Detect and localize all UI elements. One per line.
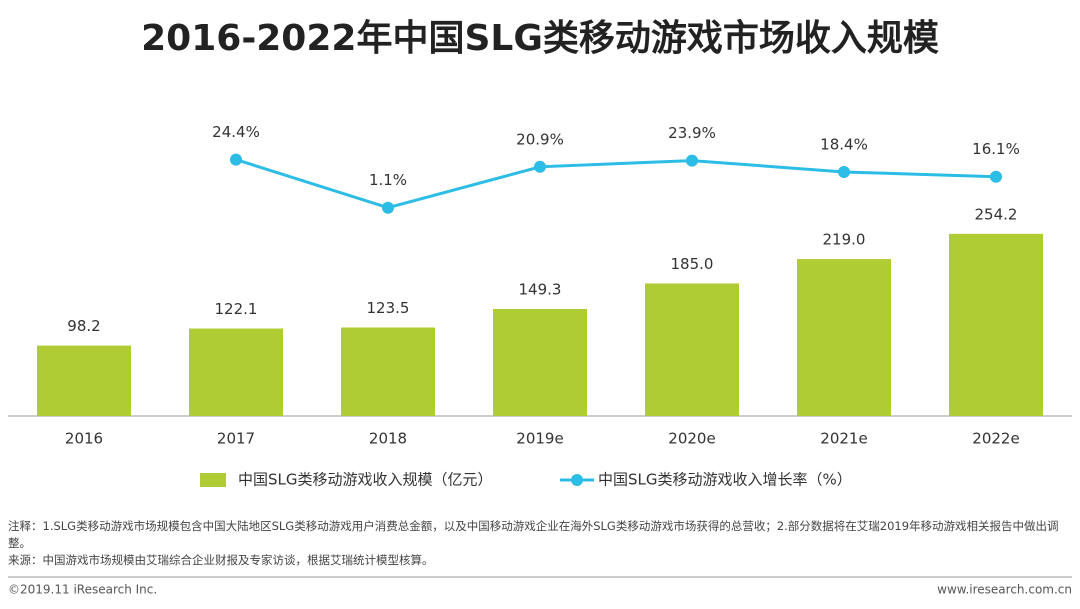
x-tick-label: 2022e (972, 430, 1019, 448)
legend-label: 中国SLG类移动游戏收入规模（亿元） (238, 471, 493, 489)
legend-swatch (571, 474, 583, 486)
line-marker (382, 201, 394, 214)
line-marker (230, 153, 242, 166)
data-label: 254.2 (975, 205, 1018, 223)
copyright: ©2019.11 iResearch Inc. (8, 583, 157, 597)
website: www.iresearch.com.cn (937, 583, 1072, 597)
x-tick-label: 2020e (668, 430, 715, 448)
bar (493, 309, 587, 416)
x-tick-label: 2021e (820, 430, 867, 448)
data-label: 16.1% (972, 140, 1020, 158)
bar (949, 233, 1043, 416)
line-marker (838, 165, 850, 178)
x-tick-label: 2019e (516, 430, 563, 448)
source: 来源：中国游戏市场规模由艾瑞综合企业财报及专家访谈，根据艾瑞统计模型核算。 (8, 553, 434, 567)
data-label: 24.4% (212, 123, 260, 141)
bar (341, 327, 435, 416)
data-label: 185.0 (671, 255, 714, 273)
line-marker (990, 170, 1002, 183)
data-label: 149.3 (519, 281, 562, 299)
bar (37, 345, 131, 416)
notes: 注释：1.SLG类移动游戏市场规模包含中国大陆地区SLG类移动游戏用户消费总金额… (8, 519, 1059, 550)
data-label: 219.0 (823, 231, 866, 249)
bar (189, 328, 283, 416)
data-label: 122.1 (215, 300, 258, 318)
data-label: 1.1% (369, 171, 407, 189)
legend-label: 中国SLG类移动游戏收入增长率（%） (598, 471, 852, 489)
line-marker (534, 160, 546, 173)
line-marker (686, 154, 698, 167)
data-label: 18.4% (820, 135, 868, 153)
legend-swatch (200, 473, 226, 487)
bar (797, 259, 891, 416)
x-tick-label: 2016 (65, 430, 103, 448)
x-tick-label: 2017 (217, 430, 255, 448)
line (235, 158, 997, 210)
x-tick-label: 2018 (369, 430, 407, 448)
chart-title: 2016-2022年中国SLG类移动游戏市场收入规模 (141, 18, 939, 59)
data-label: 20.9% (516, 130, 564, 148)
bar (645, 283, 739, 416)
data-label: 123.5 (367, 299, 410, 317)
data-label: 23.9% (668, 124, 716, 142)
data-label: 98.2 (67, 317, 100, 335)
